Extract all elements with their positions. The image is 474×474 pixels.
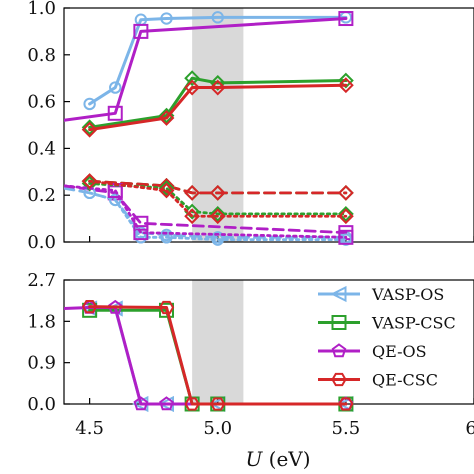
data-point (338, 397, 354, 411)
data-point (184, 79, 201, 96)
legend-label: QE-CSC (372, 371, 438, 390)
x-axis-unit: (eV) (262, 447, 310, 471)
data-point (158, 182, 175, 199)
data-point (184, 203, 201, 220)
y-tick-label: 0.8 (27, 45, 56, 66)
data-point (210, 397, 226, 411)
x-tick-label: 5.5 (332, 418, 361, 439)
data-point (159, 302, 174, 318)
y-tick-label: 1.0 (27, 0, 56, 19)
legend: VASP-OS VASP-CSC QE-OS QE-CSC (318, 285, 456, 390)
data-point (184, 397, 200, 411)
y-tick-label: 0.9 (27, 353, 56, 374)
shaded-band (192, 8, 244, 242)
y-tick-label: 0.4 (27, 138, 56, 159)
x-tick-label: 4.5 (75, 418, 104, 439)
data-point (81, 300, 98, 314)
data-point (83, 97, 96, 111)
data-point (337, 77, 354, 94)
legend-label: QE-OS (372, 342, 427, 361)
data-point (133, 23, 149, 39)
data-point (337, 72, 354, 89)
data-point (184, 70, 201, 87)
x-tick-label: 6. (465, 418, 474, 439)
data-point (107, 105, 123, 121)
top-panel: 0.0 0.2 0.4 0.6 0.8 1.0 (27, 0, 474, 253)
y-tick-label: 1.8 (27, 311, 56, 332)
series-line (88, 179, 348, 195)
data-point (184, 208, 201, 225)
data-point (159, 396, 174, 411)
data-point (338, 11, 354, 27)
y-tick-label: 0.0 (27, 394, 56, 415)
data-point (160, 12, 173, 25)
legend-label: VASP-CSC (371, 314, 456, 333)
y-tick-label: 2.7 (27, 270, 56, 291)
data-point (337, 184, 354, 201)
data-point (211, 11, 224, 24)
data-point (81, 119, 98, 136)
data-point (109, 81, 122, 94)
data-point (209, 208, 226, 225)
axes-frame (63, 7, 474, 243)
series-line (88, 305, 348, 406)
series-line (88, 76, 348, 129)
data-point (107, 299, 123, 314)
data-point (209, 184, 226, 201)
y-tick-label: 0.6 (27, 92, 56, 113)
x-tick-label: 5.0 (203, 418, 232, 439)
data-point (184, 184, 201, 201)
data-point (81, 173, 98, 190)
legend-label: VASP-OS (371, 285, 444, 304)
data-point (133, 396, 149, 411)
data-point (337, 208, 354, 225)
data-point (209, 74, 226, 91)
series-line (64, 17, 348, 122)
legend-marker (330, 285, 347, 303)
data-point (133, 225, 149, 241)
data-point (158, 110, 175, 126)
data-point (338, 229, 354, 245)
series-line (88, 83, 348, 132)
x-axis-label: U (eV) (245, 447, 310, 471)
data-point (209, 79, 226, 96)
legend-marker (331, 372, 347, 387)
shaded-band (192, 280, 244, 404)
data-point (81, 175, 98, 192)
data-point (337, 206, 354, 222)
data-point (158, 300, 175, 315)
y-tick-label: 0.2 (27, 185, 56, 206)
data-point (81, 121, 98, 138)
data-point (133, 215, 149, 231)
series-line (88, 179, 348, 218)
data-point (158, 180, 175, 197)
data-point (209, 206, 226, 222)
bottom-panel: 0.0 0.9 1.8 2.7 4.5 5.0 5.5 6. (27, 270, 474, 439)
legend-marker (331, 315, 347, 330)
x-axis-symbol: U (245, 447, 263, 471)
data-point (82, 302, 98, 318)
data-point (339, 233, 353, 246)
legend-marker (331, 343, 347, 358)
y-tick-label: 0.0 (27, 232, 56, 253)
